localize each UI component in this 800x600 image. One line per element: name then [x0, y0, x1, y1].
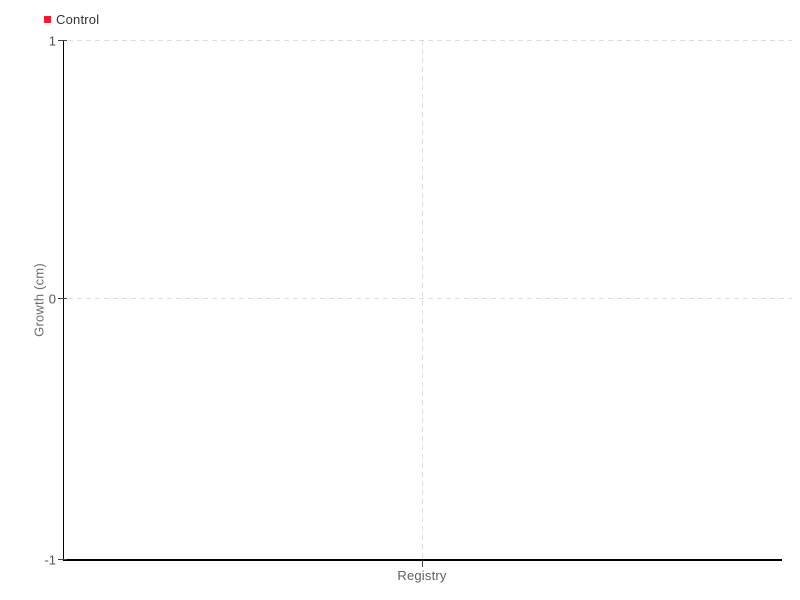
- gridline-y-1: [68, 40, 792, 41]
- y-tick-label-neg1: -1: [44, 552, 56, 568]
- gridline-x-registry: [422, 40, 423, 559]
- y-tick-mark-1: [58, 40, 67, 41]
- gridline-y-0: [68, 298, 792, 299]
- y-tick-label-1: 1: [48, 33, 56, 49]
- legend[interactable]: Control: [44, 12, 99, 27]
- y-axis-title: Growth (cm): [31, 263, 47, 337]
- x-tick-label-registry: Registry: [397, 568, 447, 583]
- y-tick-label-0: 0: [48, 291, 56, 307]
- y-tick-mark-neg1: [58, 559, 67, 560]
- x-tick-mark-registry: [422, 560, 423, 567]
- legend-label-control: Control: [56, 12, 100, 27]
- plot-area: [64, 40, 782, 559]
- y-axis-line: [63, 40, 64, 560]
- legend-swatch-control: [44, 16, 51, 23]
- y-tick-mark-0: [58, 298, 67, 299]
